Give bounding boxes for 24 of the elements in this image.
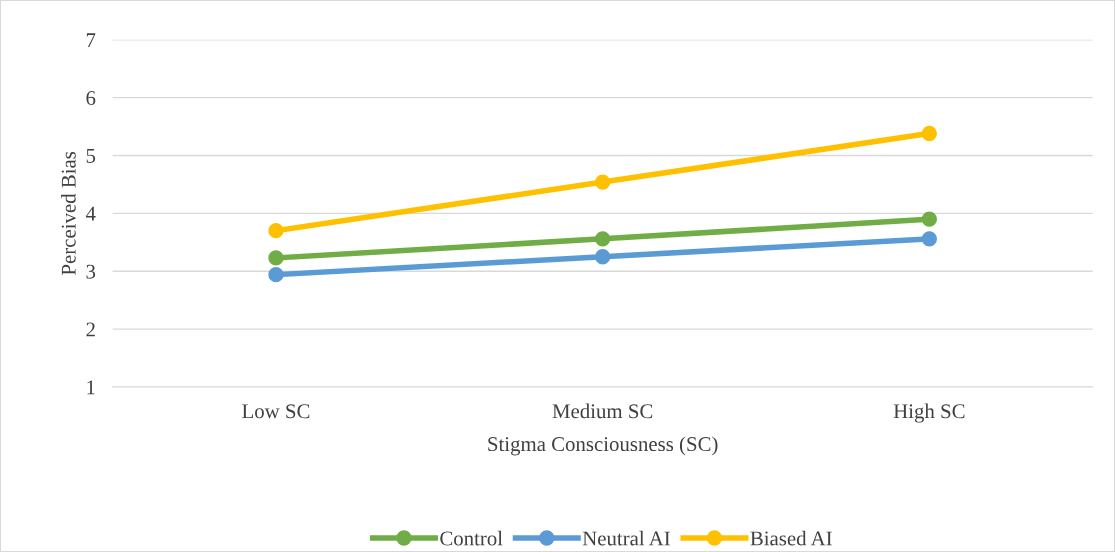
point: [921, 125, 937, 142]
point: [268, 250, 284, 266]
legend-label: Biased AI: [750, 530, 832, 546]
x-tick-label: High SC: [893, 403, 965, 423]
y-tick-label: 7: [86, 33, 96, 47]
legend-label: Control: [440, 530, 503, 546]
legend-label: Neutral AI: [582, 530, 670, 546]
x-axis-title: Stigma Consciousness (SC): [488, 436, 718, 456]
x-tick-label: Medium SC: [552, 403, 653, 419]
point: [268, 223, 284, 239]
y-tick-label: 5: [86, 149, 96, 163]
point: [595, 249, 611, 265]
point: [268, 267, 284, 283]
point: [921, 211, 937, 227]
y-axis-title: Perceived Bias: [61, 151, 76, 275]
y-tick-label: 6: [86, 91, 96, 106]
x-tick-label: Low SC: [242, 404, 310, 419]
y-tick-label: 4: [85, 206, 96, 221]
point: [595, 231, 611, 247]
y-tick-label: 1: [87, 380, 95, 395]
y-tick-label: 3: [86, 264, 96, 279]
point: [921, 231, 937, 247]
y-tick-label: 2: [86, 322, 95, 337]
point: [595, 174, 611, 190]
